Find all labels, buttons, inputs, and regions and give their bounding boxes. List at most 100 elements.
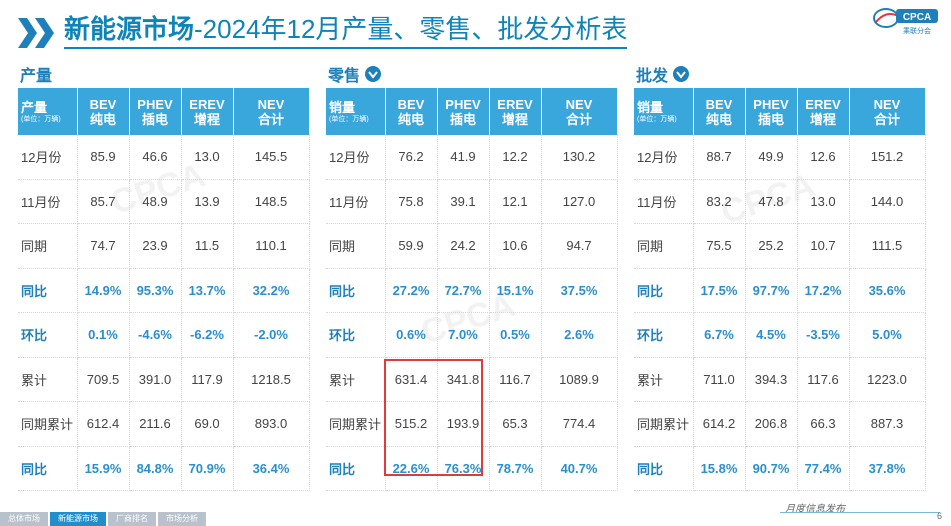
- header-code: PHEV: [137, 96, 173, 112]
- header-unit: (单位：万辆): [329, 115, 369, 123]
- table-cell: 88.7: [693, 135, 746, 180]
- table-header-cell: BEV 纯电: [77, 88, 130, 135]
- header-name: 增程: [193, 111, 220, 127]
- table-cell: 211.6: [129, 401, 182, 447]
- table-cell: 76.2: [385, 135, 438, 180]
- page-title: 新能源市场-2024年12月产量、零售、批发分析表: [64, 13, 628, 49]
- table-cell: 94.7: [541, 223, 618, 269]
- arrow-down-circle-icon: [673, 66, 690, 82]
- table-cell: 13.0: [181, 135, 234, 180]
- header-code: EREV: [189, 96, 225, 112]
- header-name: 合计: [257, 111, 284, 127]
- table-header-cell: EREV 增程: [181, 88, 234, 135]
- table-header-cell: NEV 合计: [233, 88, 310, 135]
- section-label-text: 产量: [20, 68, 53, 85]
- table-cell: 78.7%: [489, 446, 542, 491]
- publish-label: 月度信息发布: [785, 504, 845, 515]
- table-cell: 6.7%: [693, 312, 746, 358]
- row-label: 12月份: [326, 135, 386, 180]
- header-name: 纯电: [397, 111, 424, 127]
- table-cell: 394.3: [745, 357, 798, 402]
- table-cell: 1089.9: [541, 357, 618, 402]
- header-code: PHEV: [445, 96, 481, 112]
- table-cell: 66.3: [797, 401, 850, 447]
- table-cell: 48.9: [129, 179, 182, 224]
- header-label: 销量: [637, 99, 664, 115]
- row-label: 同比: [18, 446, 78, 491]
- header-code: NEV: [565, 96, 593, 112]
- table-cell: 75.5: [693, 223, 746, 269]
- table-cell: 631.4: [385, 357, 438, 402]
- table-cell: 17.5%: [693, 268, 746, 313]
- table-cell: 75.8: [385, 179, 438, 224]
- table-cell: 4.5%: [745, 312, 798, 358]
- table-cell: 116.7: [489, 357, 542, 402]
- table-row: 同期累计 515.2 193.9 65.3 774.4: [326, 401, 618, 447]
- bottom-tab[interactable]: 新能源市场: [50, 512, 106, 526]
- table-cell: 85.9: [77, 135, 130, 180]
- table-cell: 74.7: [77, 223, 130, 269]
- table-cell: 25.2: [745, 223, 798, 269]
- table-cell: 1218.5: [233, 357, 310, 402]
- table-cell: 12.1: [489, 179, 542, 224]
- table-cell: 515.2: [385, 401, 438, 447]
- cpca-logo: CPCA 乘联分会: [873, 8, 938, 35]
- section-label-production: 产量: [20, 62, 52, 86]
- table-cell: 65.3: [489, 401, 542, 447]
- table-row: 累计 711.0 394.3 117.6 1223.0: [634, 357, 926, 402]
- table-row: 同期累计 612.4 211.6 69.0 893.0: [18, 401, 310, 447]
- table-row: 同比 15.8% 90.7% 77.4% 37.8%: [634, 446, 926, 491]
- table-cell: 36.4%: [233, 446, 310, 491]
- table-cell: 144.0: [849, 179, 926, 224]
- table-row: 同期累计 614.2 206.8 66.3 887.3: [634, 401, 926, 447]
- table-cell: 117.6: [797, 357, 850, 402]
- table-cell: 117.9: [181, 357, 234, 402]
- header-label: 产量: [21, 99, 48, 115]
- table-cell: 151.2: [849, 135, 926, 180]
- row-label: 同比: [634, 268, 694, 313]
- table-cell: 90.7%: [745, 446, 798, 491]
- table-cell: 614.2: [693, 401, 746, 447]
- table-cell: 391.0: [129, 357, 182, 402]
- table-cell: 46.6: [129, 135, 182, 180]
- row-label: 同比: [326, 446, 386, 491]
- header-name: 合计: [873, 111, 900, 127]
- table-cell: 709.5: [77, 357, 130, 402]
- table-cell: 11.5: [181, 223, 234, 269]
- table-cell: -2.0%: [233, 312, 310, 358]
- table-cell: -4.6%: [129, 312, 182, 358]
- section-label-text: 零售: [328, 68, 361, 85]
- table-row: 累计 709.5 391.0 117.9 1218.5: [18, 357, 310, 402]
- table-cell: 130.2: [541, 135, 618, 180]
- table-row: 环比 0.1% -4.6% -6.2% -2.0%: [18, 312, 310, 358]
- table-cell: 206.8: [745, 401, 798, 447]
- row-label: 同期累计: [18, 401, 78, 447]
- bottom-tab[interactable]: 市场分析: [158, 512, 206, 526]
- bottom-tab[interactable]: 总体市场: [0, 512, 48, 526]
- table-cell: 13.7%: [181, 268, 234, 313]
- header-name: 纯电: [89, 111, 116, 127]
- highlight-box: [384, 359, 483, 476]
- table-cell: 15.9%: [77, 446, 130, 491]
- table-cell: 69.0: [181, 401, 234, 447]
- table-row: 11月份 83.2 47.8 13.0 144.0: [634, 179, 926, 224]
- table-cell: 1223.0: [849, 357, 926, 402]
- table-cell: 13.0: [797, 179, 850, 224]
- table-header-row: 产量 (单位：万辆) BEV 纯电 PHEV 插电 EREV 增程 NEV 合计: [18, 88, 310, 135]
- page-title-strong: 新能源市场: [64, 14, 195, 44]
- table-row: 环比 0.6% 7.0% 0.5% 2.6%: [326, 312, 618, 358]
- table-row: 累计 631.4 341.8 116.7 1089.9: [326, 357, 618, 402]
- header-name: 插电: [757, 111, 784, 127]
- header-code: BEV: [89, 96, 117, 112]
- table-cell: 49.9: [745, 135, 798, 180]
- table-cell: 17.2%: [797, 268, 850, 313]
- table-cell: 887.3: [849, 401, 926, 447]
- table-cell: 127.0: [541, 179, 618, 224]
- logo-text: CPCA: [903, 12, 931, 23]
- table-cell: 32.2%: [233, 268, 310, 313]
- header-code: EREV: [497, 96, 533, 112]
- bottom-tab[interactable]: 厂商排名: [108, 512, 156, 526]
- table-header-cell: BEV 纯电: [693, 88, 746, 135]
- row-label: 12月份: [634, 135, 694, 180]
- row-label: 同期累计: [326, 401, 386, 447]
